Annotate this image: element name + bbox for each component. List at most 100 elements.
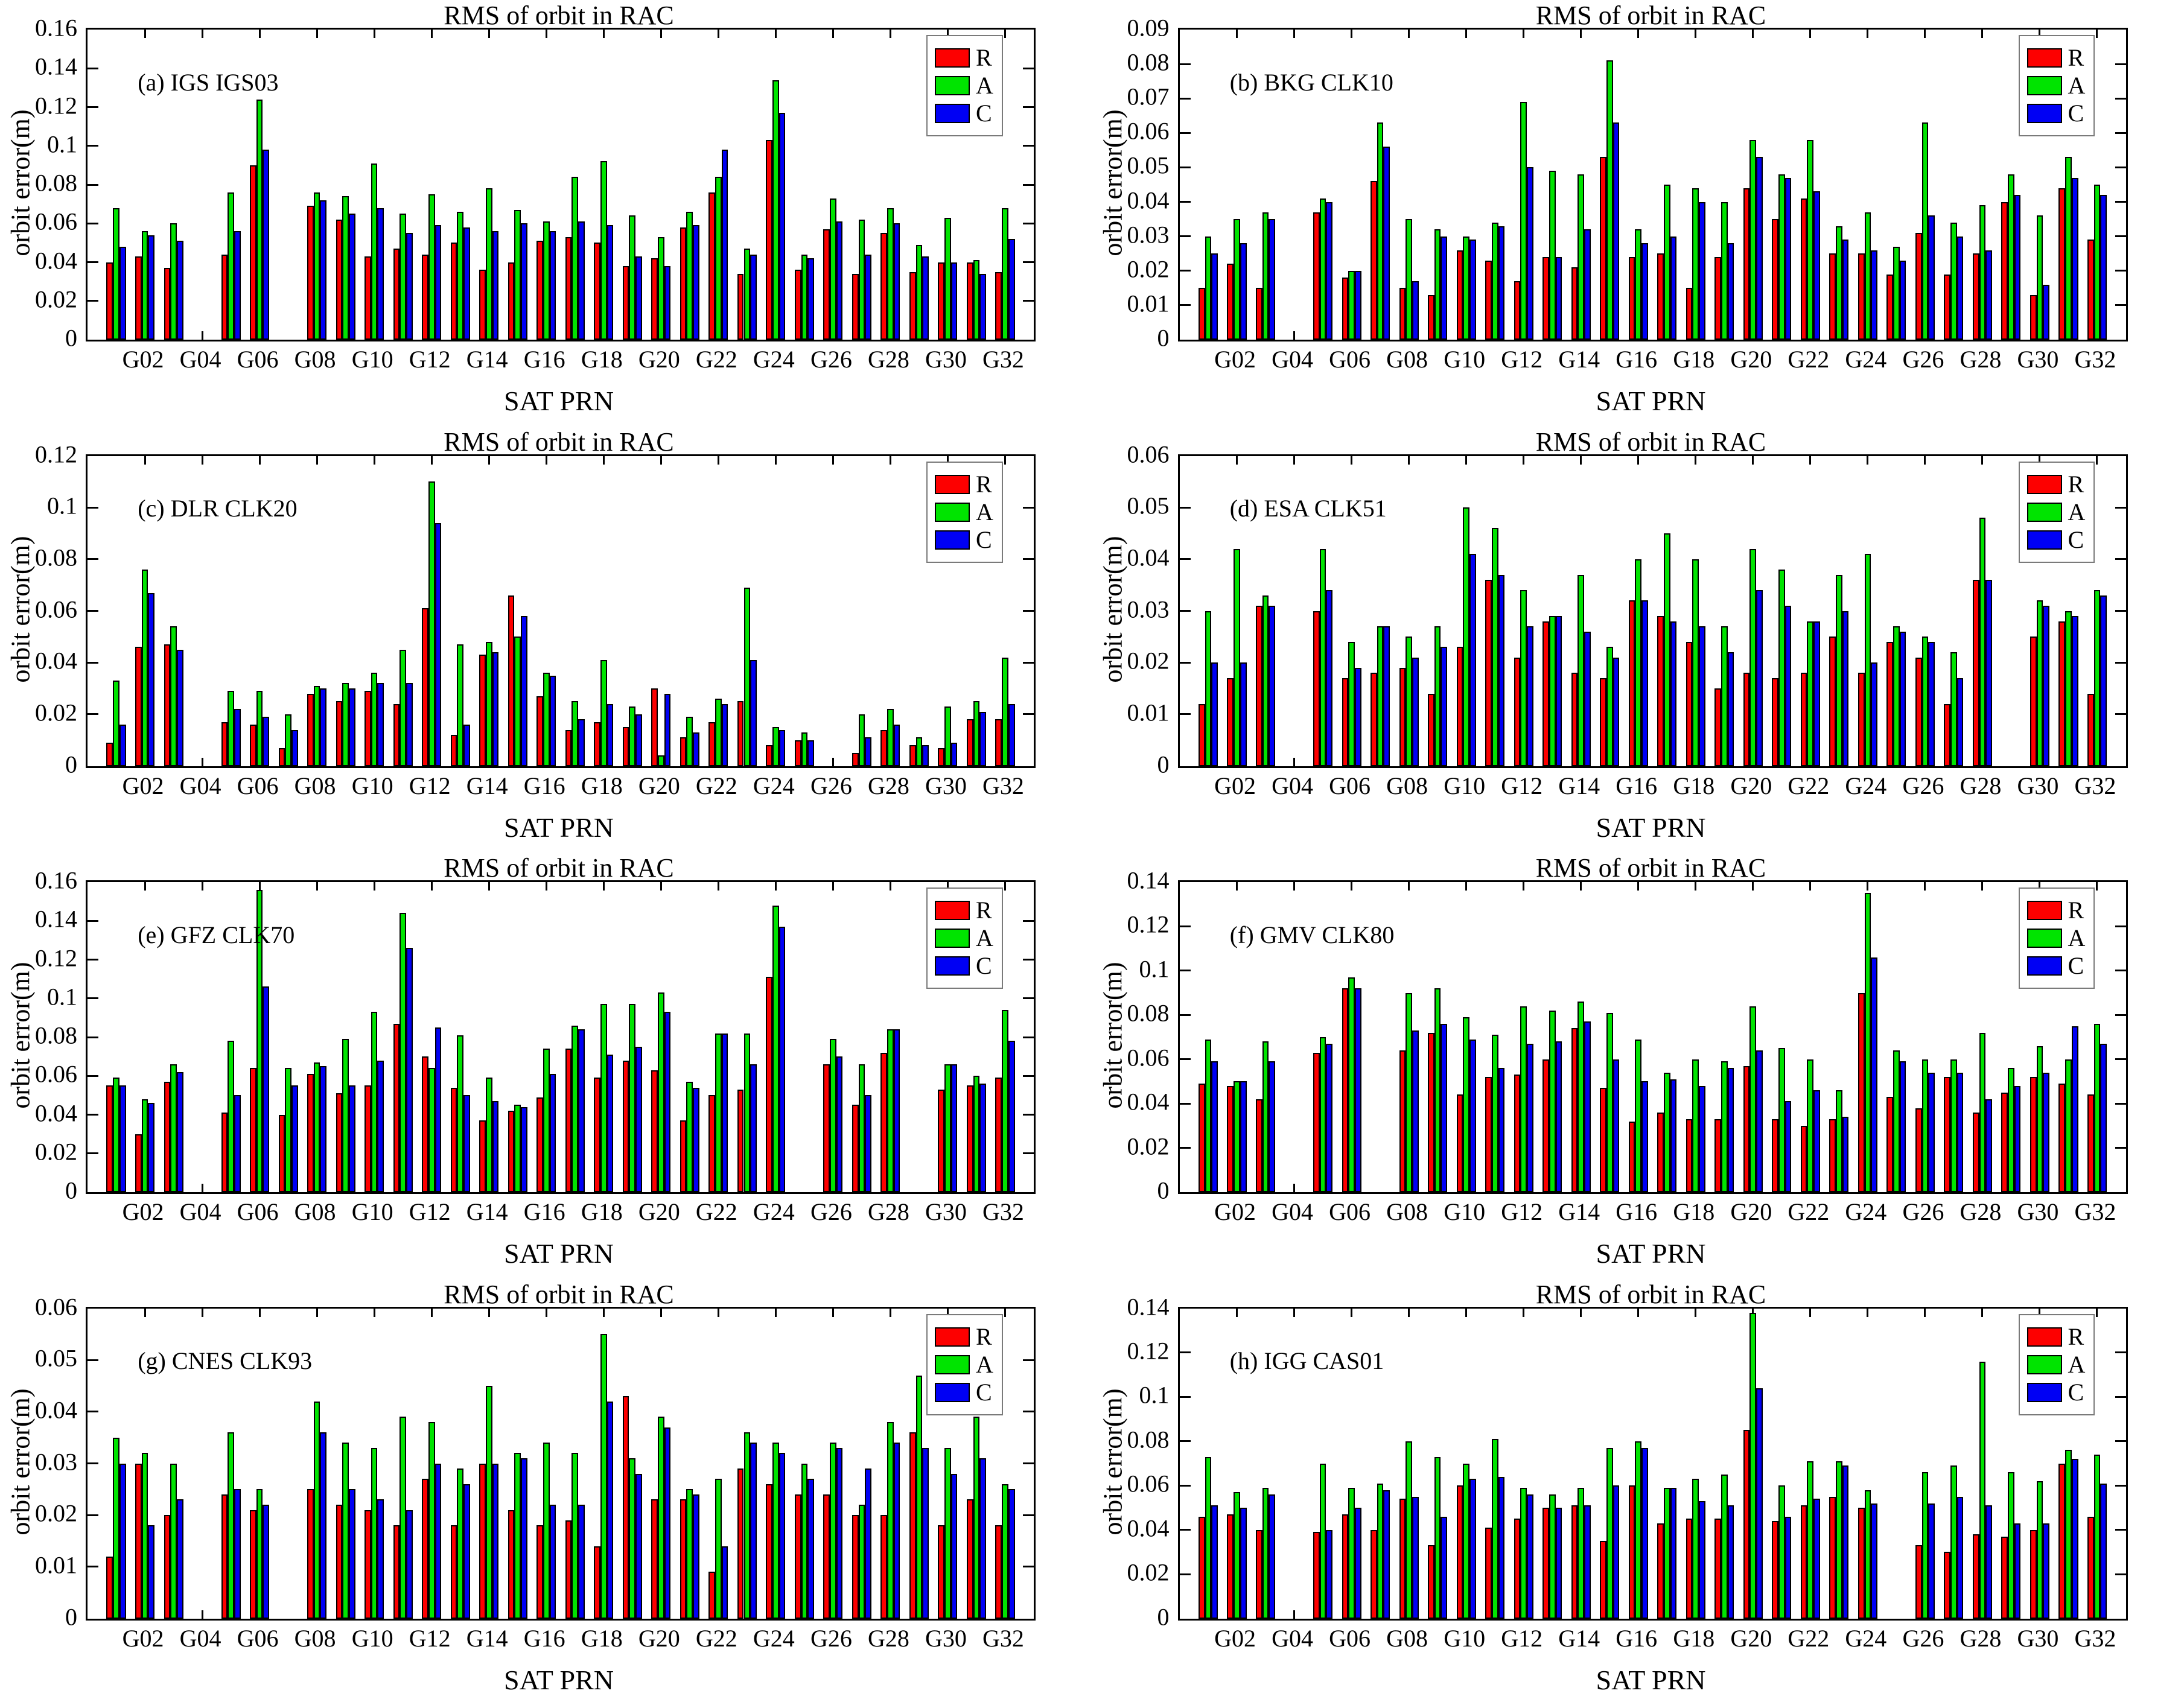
bar-C-G17 — [1670, 236, 1677, 340]
bar-R-G27 — [852, 753, 859, 766]
x-tick-top — [1752, 1308, 1754, 1317]
legend-label-C: C — [976, 952, 992, 979]
bar-C-G19 — [1727, 1505, 1734, 1619]
bar-R-G20 — [651, 1070, 658, 1192]
bar-A-G28 — [1979, 205, 1986, 340]
bar-C-G26 — [1928, 1503, 1935, 1619]
bar-A-G12 — [1520, 101, 1527, 340]
bar-R-G06 — [250, 1510, 256, 1619]
x-tick-label: G18 — [581, 1198, 623, 1225]
bar-C-G29 — [2014, 1523, 2021, 1619]
bar-R-G29 — [2001, 202, 2008, 340]
y-tick-left — [88, 1566, 98, 1568]
bar-C-G27 — [865, 254, 871, 340]
y-tick-right — [1023, 1411, 1034, 1413]
bar-R-G30 — [938, 262, 945, 340]
bar-C-G15 — [521, 616, 527, 766]
y-tick-left — [88, 661, 98, 664]
y-tick-label: 0.08 — [35, 1021, 77, 1049]
bar-R-G16 — [1628, 256, 1635, 340]
bar-C-G24 — [778, 113, 786, 340]
bar-R-G23 — [737, 701, 744, 766]
legend-swatch-C — [2026, 956, 2062, 976]
x-axis-label: SAT PRN — [1596, 386, 1706, 416]
bar-A-G32 — [1002, 208, 1008, 340]
y-tick-left — [88, 506, 98, 509]
x-tick-top — [717, 1308, 719, 1317]
x-tick-top — [201, 30, 203, 38]
y-tick-right — [1023, 558, 1034, 560]
bar-R-G11 — [393, 1023, 400, 1192]
bar-R-G03 — [1256, 605, 1262, 766]
bar-C-G18 — [1699, 1085, 1705, 1192]
bar-R-G23 — [737, 1468, 744, 1619]
bar-A-G22 — [1807, 621, 1814, 766]
x-tick-label: G08 — [1386, 1624, 1428, 1652]
x-tick-top — [1637, 1308, 1640, 1317]
bar-R-G30 — [2030, 294, 2037, 340]
plot-inner — [88, 30, 1034, 340]
x-tick-label: G20 — [638, 346, 680, 373]
subplot-c: RMS of orbit in RAC orbit error(m) 0 0.02 0.… — [0, 427, 1092, 852]
y-tick-right — [2115, 201, 2126, 203]
x-tick-top — [1236, 1308, 1238, 1317]
y-tick-label: 0.06 — [1127, 1044, 1170, 1072]
bar-A-G11 — [400, 649, 406, 766]
legend-label-A: A — [2068, 924, 2086, 951]
y-tick-label: 0.12 — [35, 92, 77, 119]
x-tick-label: G26 — [810, 772, 852, 799]
bar-R-G16 — [536, 696, 543, 766]
bar-A-G30 — [2036, 1481, 2043, 1619]
legend-swatch-A — [935, 1354, 970, 1374]
bar-C-G14 — [492, 1101, 499, 1192]
bar-A-G32 — [1002, 1484, 1008, 1619]
x-tick-label: G32 — [982, 346, 1024, 373]
bar-C-G21 — [693, 225, 699, 340]
bar-R-G18 — [1686, 1119, 1693, 1192]
x-tick-top — [2096, 882, 2098, 891]
bar-A-G17 — [571, 701, 579, 766]
bar-A-G03 — [1262, 212, 1269, 340]
legend-swatch-C — [935, 1382, 970, 1402]
bar-A-G13 — [1549, 1494, 1556, 1619]
subplot-f: RMS of orbit in RAC orbit error(m) 0 0.02 0.… — [1092, 852, 2184, 1278]
legend-row-R: R — [2026, 46, 2086, 70]
y-tick-right — [1023, 1566, 1034, 1568]
bar-R-G18 — [594, 1078, 600, 1192]
bar-A-G27 — [858, 1505, 865, 1619]
x-tick-top — [430, 30, 433, 38]
x-tick-top — [1523, 456, 1525, 465]
bar-R-G12 — [422, 1056, 428, 1192]
bar-C-G01 — [1211, 1505, 1218, 1619]
bar-C-G24 — [778, 926, 786, 1192]
bar-C-G17 — [578, 1029, 585, 1192]
bar-A-G19 — [629, 215, 636, 340]
bar-A-G11 — [1491, 1439, 1498, 1619]
subplot-d: RMS of orbit in RAC orbit error(m) 0 0.01 0.… — [1092, 427, 2184, 852]
legend-swatch-A — [2026, 1354, 2062, 1374]
bar-R-G30 — [2030, 1529, 2037, 1619]
x-tick-top — [660, 1308, 662, 1317]
bar-A-G07 — [1377, 122, 1384, 340]
bar-R-G22 — [708, 1572, 715, 1619]
y-tick-right — [1023, 1514, 1034, 1516]
y-tick-label: 0.06 — [35, 208, 77, 235]
bar-R-G20 — [1743, 1430, 1750, 1619]
bar-C-G28 — [893, 1443, 900, 1619]
x-tick-top — [144, 882, 146, 891]
legend-label-R: R — [2068, 470, 2084, 498]
y-tick-left — [1179, 970, 1191, 972]
y-tick-right — [2115, 97, 2126, 100]
bar-R-G02 — [135, 256, 142, 340]
bar-A-G17 — [1663, 185, 1670, 340]
bar-C-G08 — [320, 1432, 327, 1619]
bar-R-G23 — [737, 1089, 744, 1192]
bar-R-G24 — [1858, 1507, 1865, 1619]
bar-R-G16 — [536, 1525, 543, 1619]
x-tick-top — [201, 882, 203, 891]
x-tick-label: G06 — [1329, 1624, 1371, 1652]
bar-R-G32 — [995, 271, 1002, 340]
bar-C-G08 — [320, 688, 327, 766]
legend-row-C: C — [935, 1380, 993, 1405]
